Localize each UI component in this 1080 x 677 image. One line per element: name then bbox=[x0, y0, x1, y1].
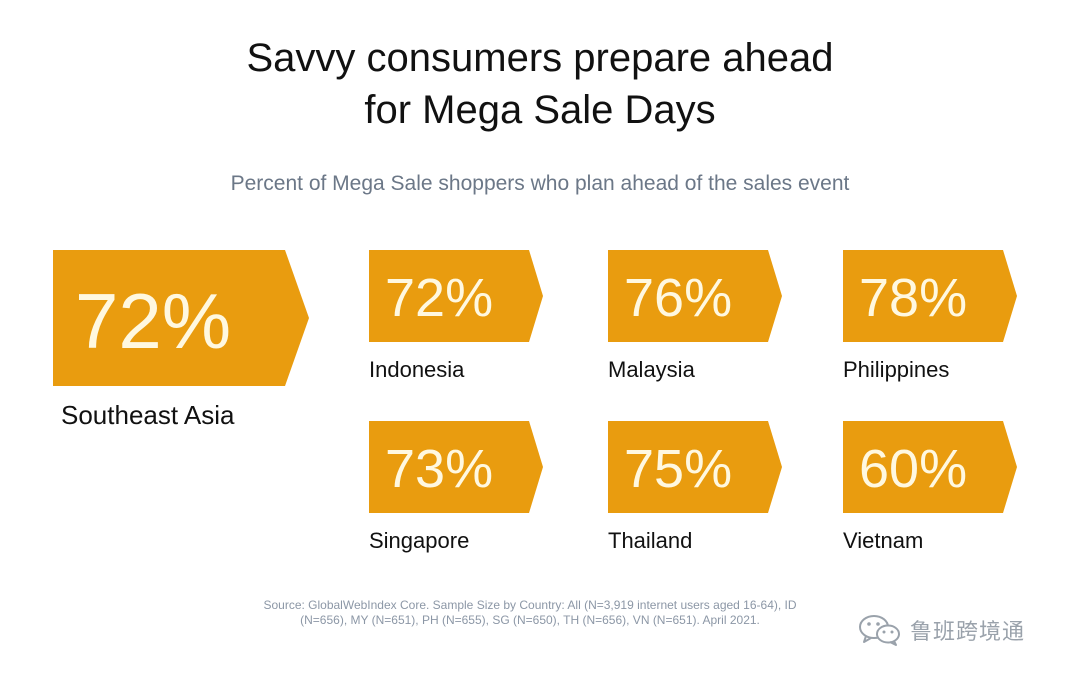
region-value: 60% bbox=[859, 439, 968, 499]
region-label: Southeast Asia bbox=[61, 400, 235, 430]
chart-title-line-1: Savvy consumers prepare ahead bbox=[246, 36, 834, 80]
source-note-line-2: (N=656), MY (N=651), PH (N=655), SG (N=6… bbox=[300, 613, 760, 627]
watermark-text: 鲁班跨境通 bbox=[910, 620, 1026, 645]
region-label: Vietnam bbox=[843, 528, 924, 553]
region-badge bbox=[608, 250, 782, 342]
chart-title-line-2: for Mega Sale Days bbox=[364, 88, 716, 132]
region-value: 72% bbox=[385, 268, 494, 328]
region-label: Thailand bbox=[608, 528, 693, 553]
region-value: 76% bbox=[624, 268, 733, 328]
region-badge bbox=[53, 250, 309, 386]
region-label: Indonesia bbox=[369, 357, 465, 382]
region-label: Malaysia bbox=[608, 357, 695, 382]
badge-shape bbox=[53, 250, 309, 386]
badge-shape bbox=[843, 250, 1017, 342]
region-badge bbox=[843, 250, 1017, 342]
source-note-line-1: Source: GlobalWebIndex Core. Sample Size… bbox=[263, 598, 797, 612]
badge-shape bbox=[608, 250, 782, 342]
region-label: Philippines bbox=[843, 357, 950, 382]
region-label: Singapore bbox=[369, 528, 470, 553]
region-value: 78% bbox=[859, 268, 968, 328]
badge-shape bbox=[843, 421, 1017, 513]
region-value: 72% bbox=[75, 277, 232, 365]
region-badge bbox=[843, 421, 1017, 513]
badge-shape bbox=[369, 421, 543, 513]
region-badge bbox=[369, 250, 543, 342]
region-badge bbox=[608, 421, 782, 513]
badge-shape bbox=[369, 250, 543, 342]
badge-shape bbox=[608, 421, 782, 513]
region-value: 73% bbox=[385, 439, 494, 499]
chart-subtitle: Percent of Mega Sale shoppers who plan a… bbox=[230, 172, 850, 195]
wechat-icon bbox=[859, 615, 900, 646]
source-note: Source: GlobalWebIndex Core. Sample Size… bbox=[210, 598, 850, 628]
chart-title: Savvy consumers prepare ahead for Mega S… bbox=[0, 32, 1080, 136]
watermark: 鲁班跨境通 bbox=[858, 613, 1025, 647]
region-badge bbox=[369, 421, 543, 513]
region-value: 75% bbox=[624, 439, 733, 499]
